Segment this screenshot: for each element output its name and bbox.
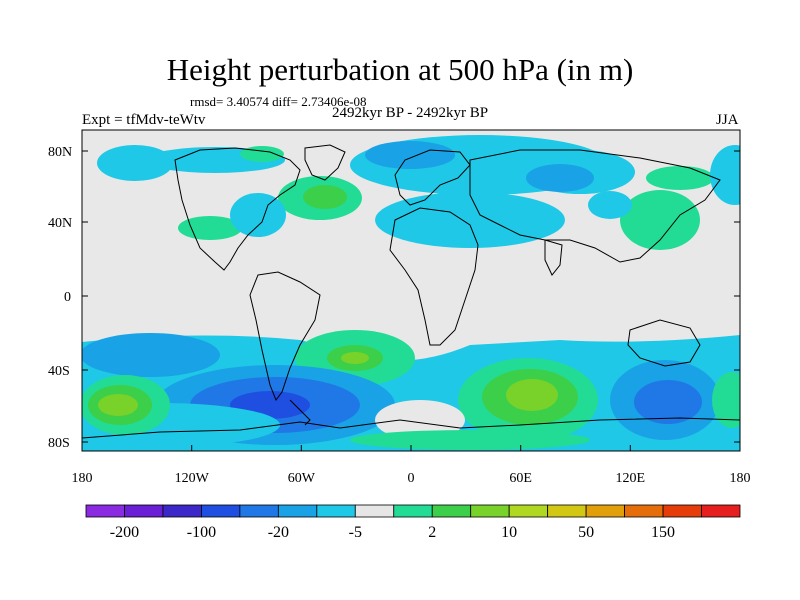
period-label: 2492kyr BP - 2492kyr BP <box>331 105 489 121</box>
colorbar-swatch <box>470 504 510 518</box>
colorbar-swatch <box>354 504 395 518</box>
colorbar-swatch <box>85 504 125 518</box>
coastline-map <box>82 144 740 439</box>
colorbar-swatch <box>277 504 318 518</box>
colorbar-swatch <box>124 504 164 518</box>
colorbar-swatch <box>201 504 241 518</box>
lon-axis <box>81 445 741 451</box>
colorbar-swatch <box>547 504 587 518</box>
colorbar-label: -5 <box>349 524 362 541</box>
colorbar-swatch <box>431 504 472 518</box>
lat-tick-label: 80S <box>48 436 70 451</box>
colorbar-swatch <box>162 504 202 518</box>
colorbar-swatch <box>624 504 664 518</box>
colorbar-label: -200 <box>110 524 139 541</box>
colorbar-label: -20 <box>268 524 289 541</box>
colorbar-swatch <box>508 504 549 518</box>
colorbar-swatch <box>585 504 625 518</box>
colorbar-label: 150 <box>651 524 675 541</box>
colorbar-label: 50 <box>578 524 594 541</box>
lat-tick-label: 0 <box>64 290 71 305</box>
colorbar-swatch <box>316 504 356 518</box>
lon-tick-label: 60W <box>288 471 316 486</box>
experiment-label: Expt = tfMdv-teWtv <box>82 112 206 128</box>
colorbar-swatch <box>393 504 433 518</box>
colorbar-swatch <box>662 504 702 518</box>
lat-tick-label: 80N <box>48 145 72 160</box>
stats-line: rmsd= 3.40574 diff= 2.73406e-08 <box>190 94 367 109</box>
plot-title: Height perturbation at 500 hPa (in m) <box>166 52 634 87</box>
lon-tick-label: 0 <box>408 471 415 486</box>
lat-tick-label: 40S <box>48 364 70 379</box>
lon-tick-label: 120W <box>175 471 210 486</box>
colorbar-label: -100 <box>187 524 216 541</box>
season-label: JJA <box>716 112 739 128</box>
colorbar: -200 -100 -20 -5 2 10 50 150 <box>85 504 741 541</box>
colorbar-label: 10 <box>501 524 517 541</box>
colorbar-swatch <box>239 504 279 518</box>
lon-tick-label: 180 <box>730 471 751 486</box>
lon-tick-label: 120E <box>616 471 646 486</box>
lon-tick-label: 180 <box>72 471 93 486</box>
lat-axis <box>82 150 740 443</box>
colorbar-label: 2 <box>428 524 436 541</box>
colorbar-swatch <box>701 504 741 518</box>
lat-tick-label: 40N <box>48 216 72 231</box>
lon-tick-label: 60E <box>509 471 532 486</box>
